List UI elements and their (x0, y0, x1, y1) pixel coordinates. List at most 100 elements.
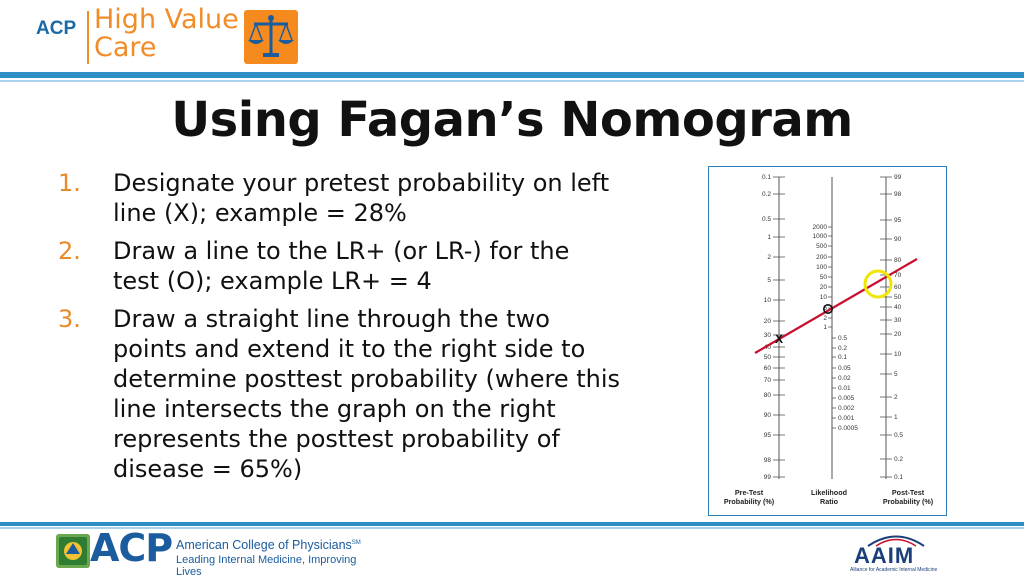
posttest-tick-label: 5 (894, 371, 898, 378)
fagan-nomogram: 0.1 0.2 0.5 1 2 5 10 20 30 40 50 60 70 80 90 95 98 99 99 98… (708, 166, 947, 516)
pretest-tick-label: 80 (764, 392, 772, 399)
pretest-tick-label: 0.2 (762, 191, 771, 198)
header-rule-light (0, 80, 1024, 82)
brand-text: High Value Care (94, 6, 239, 62)
posttest-tick-label: 50 (894, 294, 902, 301)
example-line (754, 258, 918, 354)
nomogram-graphic: 0.1 0.2 0.5 1 2 5 10 20 30 40 50 60 70 80 90 95 98 99 99 98… (724, 174, 934, 506)
pretest-tick-label: 95 (764, 432, 772, 439)
posttest-tick-label: 95 (894, 217, 902, 224)
pretest-tick-label: 0.1 (762, 174, 771, 181)
pretest-label-2: Probability (%) (724, 497, 775, 506)
pretest-tick-label: 70 (764, 377, 772, 384)
posttest-tick-label: 20 (894, 331, 902, 338)
posttest-tick-label: 30 (894, 317, 902, 324)
pretest-tick-label: 5 (767, 277, 771, 284)
lr-tick-label: 0.2 (838, 345, 847, 352)
posttest-label-2: Probability (%) (883, 497, 934, 506)
posttest-tick-label: 70 (894, 272, 902, 279)
aaim-logo: AAIM Alliance for Academic Internal Medi… (850, 533, 940, 573)
lr-tick-label: 0.02 (838, 375, 851, 382)
lr-label-2: Ratio (820, 497, 839, 506)
steps-list: 1. Designate your pretest probability on… (58, 168, 638, 492)
posttest-tick-label: 98 (894, 191, 902, 198)
balance-scale-icon (244, 10, 298, 64)
footer-rule (0, 522, 1024, 526)
service-mark: SM (351, 539, 361, 546)
list-item: 1. Designate your pretest probability on… (58, 168, 638, 228)
footer-rule-light (0, 527, 1024, 529)
slide-title: Using Fagan’s Nomogram (171, 92, 853, 148)
lr-tick-label: 50 (820, 274, 828, 281)
lr-tick-label: 0.05 (838, 365, 851, 372)
brand-line-1: High Value (94, 4, 239, 35)
posttest-tick-label: 1 (894, 414, 898, 421)
posttest-tick-label: 0.1 (894, 474, 903, 481)
posttest-tick-label: 0.5 (894, 432, 903, 439)
posttest-tick-label: 90 (894, 236, 902, 243)
acp-wordmark: ACP (90, 526, 173, 570)
logo-divider (87, 11, 89, 64)
brand-line-2: Care (94, 32, 157, 63)
lr-tick-label: 1000 (813, 233, 828, 240)
posttest-tick-label: 0.2 (894, 456, 903, 463)
aaim-subtitle: Alliance for Academic Internal Medicine (850, 567, 938, 573)
list-item: 3. Draw a straight line through the two … (58, 304, 638, 484)
posttest-label: Post-Test (892, 488, 925, 497)
acp-emblem-icon (56, 534, 90, 568)
lr-tick-label: 0.1 (838, 354, 847, 361)
header-rule (0, 72, 1024, 78)
pretest-marker-x: X (775, 332, 783, 346)
posttest-tick-label: 2 (894, 394, 898, 401)
lr-tick-label: 100 (816, 264, 827, 271)
posttest-tick-label: 60 (894, 284, 902, 291)
pretest-label: Pre-Test (735, 488, 764, 497)
lr-tick-label: 200 (816, 254, 827, 261)
lr-tick-label: 2000 (813, 224, 828, 231)
high-value-care-logo: ACP High Value Care (36, 6, 301, 68)
lr-tick-label: 20 (820, 284, 828, 291)
lr-tick-label: 0.002 (838, 405, 855, 412)
acp-footer-logo: ACP American College of PhysiciansSM Lea… (56, 526, 376, 578)
aaim-wordmark: AAIM (854, 543, 915, 568)
lr-tick-label: 0.001 (838, 415, 855, 422)
lr-marker-o (823, 304, 834, 315)
lr-tick-label: 0.5 (838, 335, 847, 342)
arch-icon (867, 535, 925, 547)
org-tagline: Leading Internal Medicine, Improving Liv… (176, 554, 357, 578)
pretest-tick-label: 60 (764, 365, 772, 372)
pretest-tick-label: 0.5 (762, 216, 771, 223)
lr-tick-label: 0.005 (838, 395, 855, 402)
pretest-tick-label: 99 (764, 474, 772, 481)
posttest-highlight-circle (863, 269, 893, 299)
lr-tick-label: 2 (823, 315, 827, 322)
lr-tick-label: 500 (816, 243, 827, 250)
pretest-tick-label: 40 (764, 344, 772, 351)
pretest-tick-label: 10 (764, 297, 772, 304)
pretest-tick-label: 50 (764, 354, 772, 361)
pretest-tick-label: 98 (764, 457, 772, 464)
org-name-text: American College of Physicians (176, 538, 352, 552)
pretest-tick-label: 2 (767, 254, 771, 261)
lr-label: Likelihood (811, 488, 847, 497)
pretest-tick-label: 30 (764, 332, 772, 339)
lr-tick-label: 1 (823, 324, 827, 331)
pretest-tick-label: 90 (764, 412, 772, 419)
pretest-tick-label: 20 (764, 318, 772, 325)
step-number: 3. (58, 305, 81, 333)
posttest-tick-label: 80 (894, 257, 902, 264)
step-number: 1. (58, 169, 81, 197)
lr-tick-label: 10 (820, 294, 828, 301)
posttest-tick-label: 40 (894, 304, 902, 311)
posttest-tick-label: 10 (894, 351, 902, 358)
step-text: Draw a line to the LR+ (or LR-) for the … (113, 237, 570, 295)
step-number: 2. (58, 237, 81, 265)
lr-tick-label: 0.01 (838, 385, 851, 392)
step-text: Draw a straight line through the two poi… (113, 305, 620, 483)
lr-tick-label: 0.0005 (838, 425, 858, 432)
lr-tick-label: 5 (823, 305, 827, 312)
acp-logo-text: ACP (36, 18, 77, 39)
list-item: 2. Draw a line to the LR+ (or LR-) for t… (58, 236, 638, 296)
pretest-tick-label: 1 (767, 234, 771, 241)
org-name: American College of PhysiciansSM (176, 538, 361, 552)
